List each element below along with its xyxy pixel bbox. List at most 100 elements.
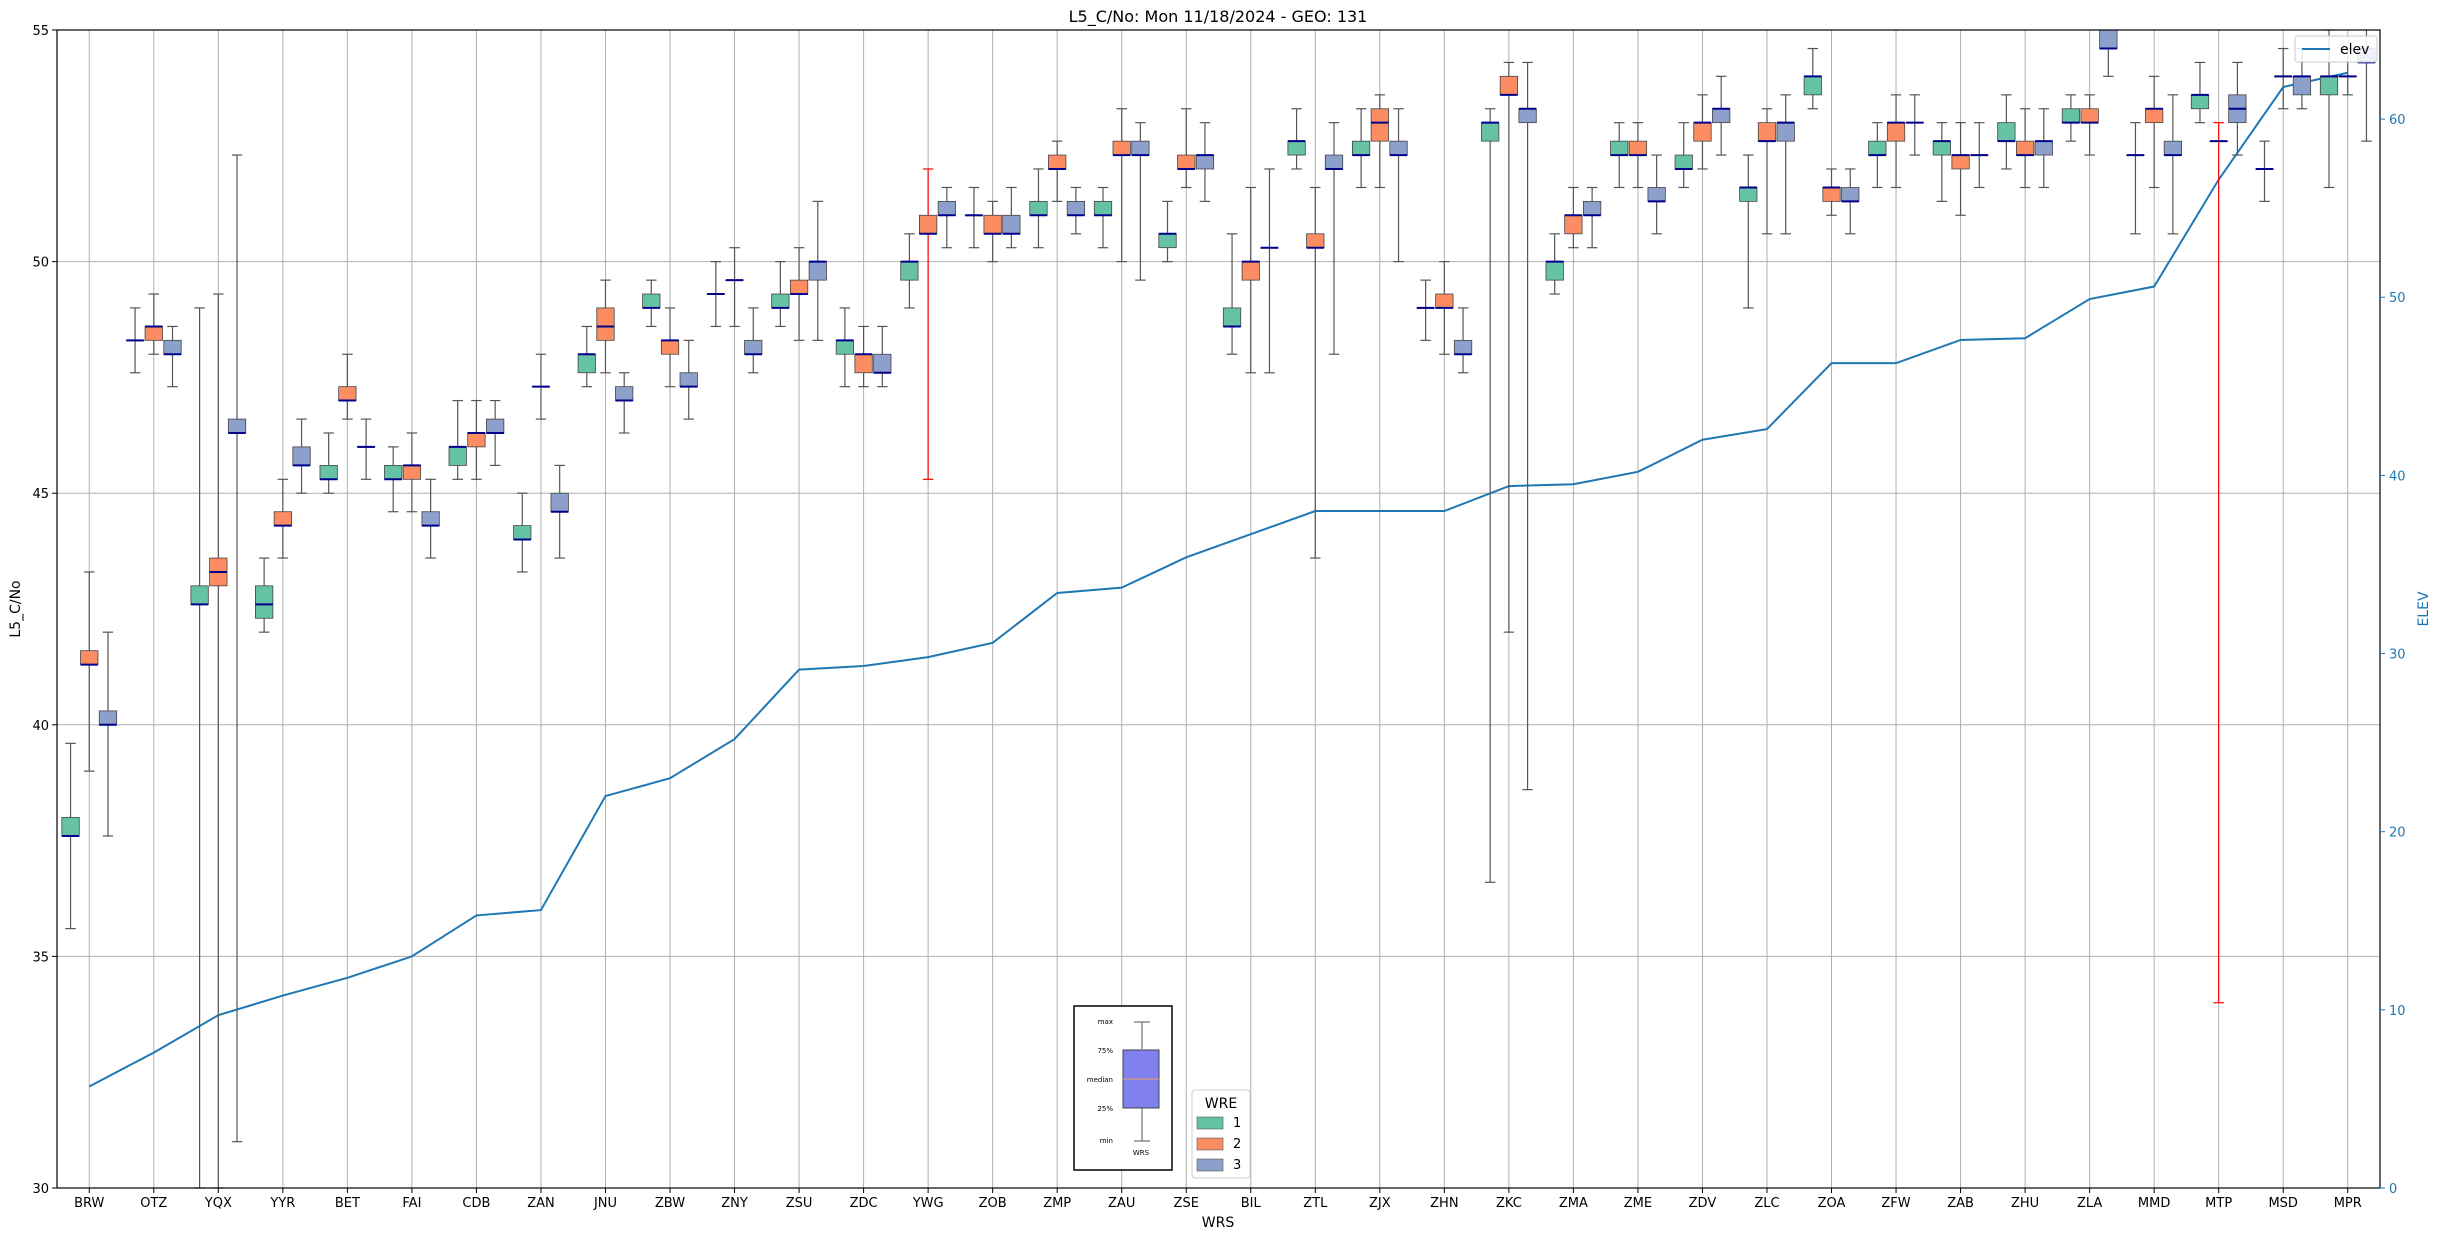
- box-wre-3: [98, 710, 118, 726]
- wre-legend-label-3: 3: [1233, 1158, 1241, 1173]
- box-wre-1: [1932, 140, 1951, 156]
- box-wre-1: [1868, 140, 1887, 156]
- right-y-tick-label: 30: [2389, 648, 2406, 663]
- box-wre-3: [1324, 154, 1344, 170]
- box-wre-1: [1093, 200, 1113, 216]
- box-wre-2: [1757, 122, 1777, 142]
- elev-line-layer: [88, 71, 2348, 1088]
- inset-label-q1: 25%: [1097, 1105, 1113, 1113]
- box-wre-3: [1002, 214, 1021, 235]
- x-tick-label: ZAN: [527, 1196, 555, 1211]
- x-tick-label: ZMP: [1043, 1196, 1071, 1211]
- box-wre-2: [273, 511, 292, 527]
- box-wre-2: [854, 353, 873, 374]
- wre-legend-frame: [1191, 1089, 1251, 1179]
- x-tick-label: ZME: [1624, 1196, 1652, 1211]
- box-wre-2: [1177, 154, 1196, 170]
- y-tick-label: 35: [32, 950, 49, 965]
- box-wre-1: [513, 525, 532, 540]
- box-wre-3: [1647, 187, 1666, 202]
- x-tick-label: ZOA: [1818, 1196, 1846, 1211]
- box-wre-2: [80, 650, 99, 665]
- box-wre-1: [1222, 307, 1242, 327]
- box-wre-1: [448, 446, 467, 466]
- right-y-tick-label: 0: [2389, 1182, 2397, 1197]
- box-wre-3: [1131, 140, 1150, 156]
- box-wre-1: [61, 817, 80, 837]
- y-tick-label: 40: [32, 719, 49, 734]
- box-wre-1: [1545, 261, 1564, 281]
- box-wre-2: [596, 307, 615, 341]
- x-tick-label: FAI: [402, 1196, 421, 1211]
- x-tick-label: MMD: [2138, 1196, 2170, 1211]
- box-wre-3: [1066, 200, 1086, 216]
- box-wre-1: [900, 261, 919, 281]
- x-tick-label: YQX: [204, 1196, 232, 1211]
- box-wre-2: [1241, 261, 1260, 281]
- x-tick-label: ZDC: [850, 1196, 878, 1211]
- y-axis-label: L5_C/No: [8, 580, 24, 637]
- x-tick-label: ZAB: [1947, 1196, 1974, 1211]
- x-tick-label: ZSU: [786, 1196, 813, 1211]
- box-wre-1: [1481, 122, 1500, 142]
- box-wre-2: [1951, 154, 1970, 170]
- box-wre-3: [1389, 140, 1408, 156]
- box-wre-2: [402, 465, 422, 480]
- box-wre-2: [1306, 233, 1325, 249]
- box-wre-3: [227, 418, 247, 434]
- x-tick-label: ZLC: [1754, 1196, 1779, 1211]
- inset-label-median: median: [1087, 1076, 1113, 1084]
- box-wre-2: [1886, 122, 1906, 142]
- box-wre-3: [2163, 140, 2182, 156]
- box-wre-2: [1435, 293, 1454, 309]
- right-y-tick-label: 50: [2389, 291, 2406, 306]
- right-y-axis-label: ELEV: [2416, 591, 2432, 626]
- y-tick-label: 45: [32, 487, 49, 502]
- box-wre-3: [937, 200, 956, 216]
- x-tick-label: MSD: [2268, 1196, 2297, 1211]
- box-wre-1: [2319, 75, 2339, 96]
- x-tick-label: ZTL: [1303, 1196, 1328, 1211]
- box-wre-2: [1628, 140, 1648, 156]
- wre-legend-swatch-2: [1196, 1137, 1224, 1151]
- box-wre-2: [1112, 140, 1131, 156]
- y-tick-label: 55: [32, 24, 49, 39]
- x-tick-label: MTP: [2205, 1196, 2232, 1211]
- box-wre-3: [2292, 75, 2312, 96]
- axis-layer: BRW OTZ YQX YYR BET FAI CDB ZAN JNU ZBW ZNY ZSU ZDC Y…: [32, 24, 2405, 1211]
- x-tick-label: BRW: [74, 1196, 104, 1211]
- box-wre-3: [873, 353, 892, 374]
- box-wre-1: [1739, 187, 1758, 202]
- elev-legend: elev: [2294, 35, 2378, 63]
- box-wre-3: [1776, 122, 1795, 142]
- inset-label-q3: 75%: [1097, 1047, 1113, 1055]
- box-wre-1: [2190, 94, 2210, 110]
- box-wre-2: [983, 214, 1002, 235]
- x-tick-label: ZSE: [1174, 1196, 1199, 1211]
- box-wre-3: [2034, 140, 2053, 156]
- x-tick-label: ZHU: [2011, 1196, 2039, 1211]
- box-wre-3: [292, 446, 311, 466]
- right-y-tick-label: 20: [2389, 826, 2406, 841]
- inset-label-min: min: [1100, 1137, 1113, 1145]
- box-wre-1: [319, 465, 338, 480]
- x-tick-label: ZKC: [1496, 1196, 1522, 1211]
- grid-layer: [57, 29, 2380, 1189]
- box-wre-2: [144, 326, 163, 341]
- box-wre-3: [421, 511, 440, 527]
- box-wre-1: [384, 465, 403, 480]
- box-wre-1: [1997, 122, 2016, 142]
- x-tick-label: BET: [335, 1196, 360, 1211]
- box-wre-1: [1029, 200, 1048, 216]
- x-tick-label: CDB: [462, 1196, 490, 1211]
- elev-legend-label: elev: [2340, 42, 2369, 58]
- box-wre-3: [679, 372, 698, 388]
- wre-legend: WRE 1 2 3: [1191, 1089, 1251, 1179]
- box-wre-1: [1287, 140, 1306, 156]
- x-tick-label: ZHN: [1430, 1196, 1458, 1211]
- box-wre-3: [808, 261, 827, 281]
- elev-legend-frame: [2294, 35, 2378, 63]
- box-wre-1: [1351, 140, 1371, 156]
- box-wre-1: [190, 585, 209, 605]
- box-wre-3: [1453, 339, 1473, 355]
